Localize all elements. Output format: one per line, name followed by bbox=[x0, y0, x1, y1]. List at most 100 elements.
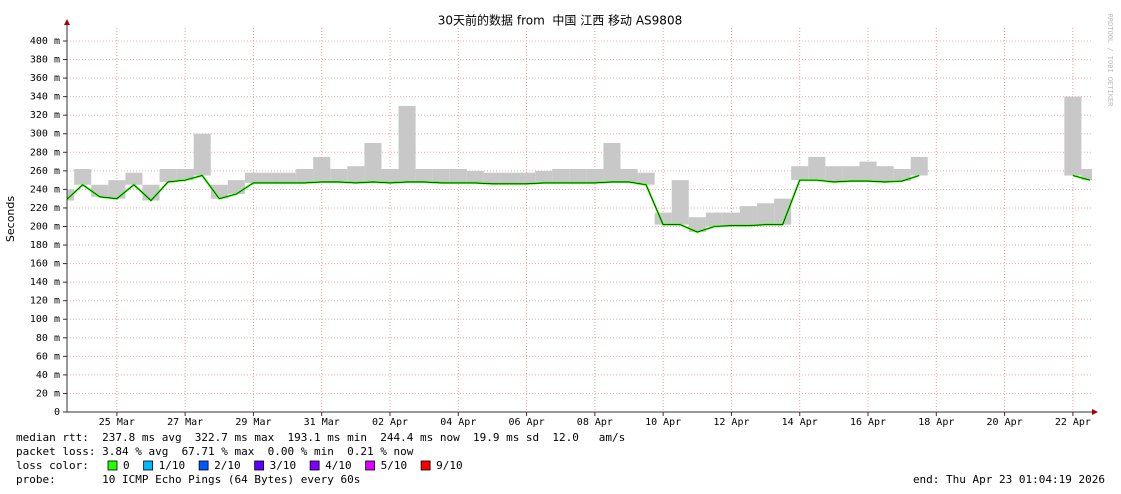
x-tick-label: 25 Mar bbox=[99, 417, 135, 428]
smoke bbox=[330, 168, 348, 182]
x-tick-label: 31 Mar bbox=[304, 417, 340, 428]
y-tick-label: 280 m bbox=[30, 147, 60, 158]
loss-legend: 0 1/10 2/10 3/10 4/10 5/10 9/10 bbox=[107, 459, 463, 472]
smoke bbox=[569, 168, 587, 183]
smoke bbox=[739, 206, 758, 226]
x-tick-label: 14 Apr bbox=[782, 417, 818, 428]
loss-swatch bbox=[254, 460, 265, 471]
smoke bbox=[176, 168, 194, 181]
y-tick-label: 140 m bbox=[30, 277, 60, 288]
smoke bbox=[159, 168, 177, 182]
y-tick-label: 40 m bbox=[36, 370, 60, 381]
smoke bbox=[757, 203, 775, 225]
smoke bbox=[415, 168, 433, 182]
smoke bbox=[671, 180, 689, 225]
smoke bbox=[279, 172, 297, 183]
smoke bbox=[1081, 168, 1092, 181]
y-tick-label: 100 m bbox=[30, 314, 60, 325]
x-tick-label: 27 Mar bbox=[167, 417, 203, 428]
loss-label: 3/10 bbox=[270, 459, 297, 472]
smoke bbox=[842, 166, 860, 182]
smoke bbox=[500, 172, 519, 184]
smoke bbox=[296, 168, 314, 183]
probe: probe: 10 ICMP Echo Pings (64 Bytes) eve… bbox=[16, 473, 360, 486]
smoke bbox=[347, 166, 365, 183]
y-tick-label: 220 m bbox=[30, 203, 60, 214]
y-tick-label: 260 m bbox=[30, 166, 60, 177]
loss-swatch bbox=[365, 460, 376, 471]
smoke bbox=[910, 156, 928, 176]
smoke bbox=[364, 143, 382, 182]
y-tick-label: 60 m bbox=[36, 351, 60, 362]
smoke bbox=[825, 166, 843, 182]
chart-title: 30天前的数据 from 中国 江西 移动 AS9808 bbox=[438, 13, 682, 28]
smoke bbox=[398, 105, 416, 182]
smoke bbox=[518, 172, 536, 184]
loss-swatch bbox=[198, 460, 209, 471]
x-tick-label: 29 Mar bbox=[235, 417, 271, 428]
smoke bbox=[620, 168, 638, 182]
y-tick-label: 200 m bbox=[30, 221, 60, 232]
y-tick-label: 380 m bbox=[30, 55, 60, 66]
smoke bbox=[552, 168, 570, 183]
smoke bbox=[125, 172, 143, 185]
smoke bbox=[74, 168, 92, 185]
loss-swatch bbox=[420, 460, 431, 471]
smoke bbox=[381, 168, 399, 183]
smoke bbox=[808, 156, 826, 181]
y-tick-label: 180 m bbox=[30, 240, 60, 251]
smoke bbox=[483, 172, 501, 184]
x-tick-label: 20 Apr bbox=[987, 417, 1023, 428]
loss-label: 5/10 bbox=[381, 459, 408, 472]
median-outline bbox=[67, 175, 920, 233]
y-axis-label: Seconds bbox=[4, 196, 17, 242]
y-tick-label: 300 m bbox=[30, 129, 60, 140]
stats-line: packet loss: 3.84 % avg 67.71 % max 0.00… bbox=[16, 445, 414, 458]
x-tick-label: 12 Apr bbox=[713, 417, 749, 428]
smoke bbox=[603, 143, 621, 182]
x-tick-label: 08 Apr bbox=[577, 417, 613, 428]
x-tick-label: 06 Apr bbox=[509, 417, 545, 428]
y-tick-label: 340 m bbox=[30, 92, 60, 103]
smoke bbox=[261, 172, 280, 183]
smoke bbox=[791, 166, 809, 181]
y-tick-label: 240 m bbox=[30, 184, 60, 195]
loss-label: 4/10 bbox=[325, 459, 352, 472]
y-axis-arrow bbox=[64, 19, 70, 25]
median-outline bbox=[1072, 175, 1091, 181]
y-tick-label: 360 m bbox=[30, 73, 60, 84]
smoke bbox=[722, 212, 740, 226]
x-tick-label: 10 Apr bbox=[645, 417, 681, 428]
x-tick-label: 02 Apr bbox=[372, 417, 408, 428]
smoke bbox=[91, 184, 109, 197]
smoke bbox=[432, 168, 450, 183]
y-tick-label: 20 m bbox=[36, 388, 60, 399]
smoke bbox=[313, 156, 331, 182]
y-tick-label: 120 m bbox=[30, 296, 60, 307]
x-tick-label: 04 Apr bbox=[440, 417, 476, 428]
loss-label: 2/10 bbox=[214, 459, 241, 472]
loss-swatch bbox=[143, 460, 154, 471]
smoke bbox=[876, 166, 894, 182]
smoke bbox=[705, 212, 723, 227]
loss-swatch bbox=[107, 460, 118, 471]
x-tick-label: 18 Apr bbox=[918, 417, 954, 428]
x-tick-label: 22 Apr bbox=[1055, 417, 1091, 428]
smoke bbox=[449, 168, 467, 183]
loss-title: loss color: bbox=[16, 459, 89, 472]
smoke bbox=[893, 168, 911, 182]
smoke bbox=[688, 217, 706, 233]
smoke bbox=[859, 161, 877, 182]
y-tick-label: 160 m bbox=[30, 259, 60, 270]
x-tick-label: 16 Apr bbox=[850, 417, 886, 428]
smoke bbox=[227, 180, 245, 195]
y-tick-label: 320 m bbox=[30, 110, 60, 121]
watermark: RRDTOOL / TOBI OETIKER bbox=[1106, 14, 1114, 108]
smoke bbox=[774, 198, 792, 225]
stats-line: median rtt: 237.8 ms avg 322.7 ms max 19… bbox=[16, 431, 625, 444]
smoke bbox=[210, 184, 228, 199]
smoke bbox=[108, 180, 126, 199]
end-time: end: Thu Apr 23 01:04:19 2026 bbox=[913, 473, 1105, 486]
